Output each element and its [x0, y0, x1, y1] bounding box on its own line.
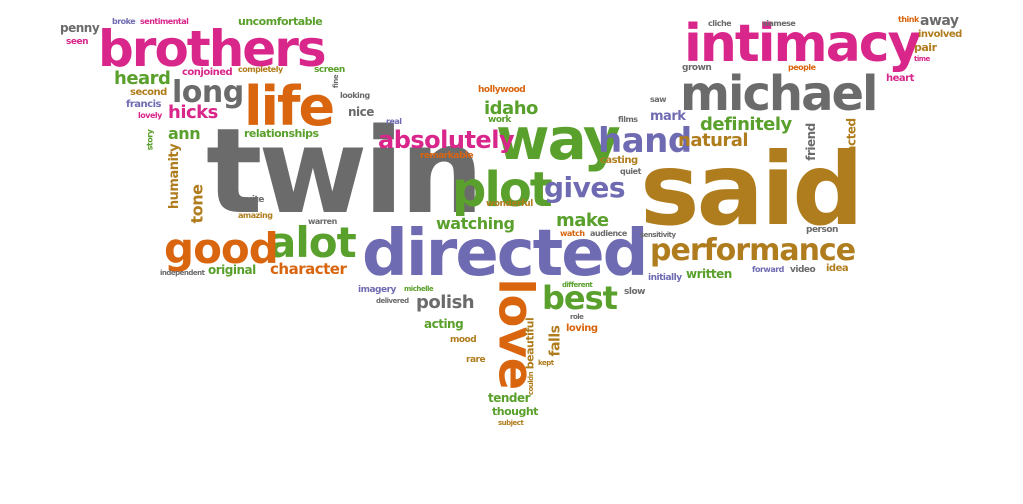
word-completely: completely — [238, 65, 283, 74]
word-tender: tender — [488, 391, 531, 405]
word-amazing: amazing — [238, 211, 273, 220]
word-relationships: relationships — [244, 127, 319, 140]
word-pair: pair — [914, 41, 937, 54]
word-looking: looking — [340, 91, 370, 100]
word-seen: seen — [66, 37, 88, 47]
word-work: work — [488, 115, 511, 125]
word-heart: heart — [886, 73, 914, 84]
word-acted: acted — [844, 118, 859, 154]
word-video: video — [790, 265, 816, 275]
word-best: best — [542, 279, 618, 317]
word-watch: watch — [560, 229, 585, 238]
word-twin: twin — [206, 102, 484, 240]
word-think: think — [898, 15, 919, 24]
word-long: long — [172, 75, 244, 110]
word-penny: penny — [60, 21, 100, 35]
word-natural: natural — [678, 130, 749, 151]
word-wonderful: wonderful — [486, 199, 533, 209]
word-tone: tone — [187, 184, 207, 224]
word-role: role — [570, 313, 584, 321]
word-michael: michael — [680, 66, 878, 122]
word-brothers: brothers — [98, 20, 327, 78]
word-different: different — [562, 281, 593, 289]
word-written: written — [686, 267, 732, 281]
word-independent: independent — [160, 269, 205, 277]
word-hollywood: hollywood — [478, 85, 526, 95]
word-away: away — [920, 13, 959, 29]
word-loving: loving — [566, 323, 598, 334]
word-mood: mood — [450, 335, 477, 345]
word-forward: forward — [752, 265, 784, 274]
word-humanity: humanity — [167, 143, 183, 210]
word-involved: involved — [918, 29, 962, 40]
word-remarkable: remarkable — [420, 151, 474, 161]
word-grown: grown — [682, 63, 712, 73]
word-story: story — [145, 129, 155, 151]
word-uncomfortable: uncomfortable — [238, 15, 323, 28]
word-make: make — [556, 210, 609, 231]
word-hand: hand — [598, 121, 692, 161]
word-intimacy: intimacy — [684, 14, 922, 74]
word-person: person — [806, 225, 838, 235]
word-friend: friend — [803, 123, 818, 161]
word-falls: falls — [547, 325, 564, 357]
word-audience: audience — [590, 229, 627, 238]
word-ann: ann — [168, 124, 201, 143]
word-couldn: couldn — [527, 371, 536, 396]
word-broke: broke — [112, 17, 136, 26]
word-conjoined: conjoined — [182, 67, 233, 78]
word-saw: saw — [650, 95, 667, 104]
word-subject: subject — [498, 419, 524, 427]
word-casting: casting — [600, 155, 638, 166]
word-second: second — [130, 87, 167, 98]
word-francis: francis — [126, 99, 161, 110]
word-people: people — [788, 63, 816, 72]
word-real: real — [386, 117, 402, 126]
word-character: character — [270, 260, 347, 278]
word-cliche: cliche — [708, 19, 732, 28]
word-way: way — [496, 105, 621, 173]
word-warren: warren — [308, 217, 337, 226]
word-nice: nice — [348, 105, 374, 119]
word-plot: plot — [452, 162, 553, 218]
word-performance: performance — [650, 233, 856, 268]
word-polish: polish — [416, 292, 475, 313]
word-idaho: idaho — [484, 98, 538, 119]
word-kept: kept — [538, 359, 554, 367]
word-imagery: imagery — [358, 285, 396, 295]
word-said: said — [640, 131, 864, 248]
word-sentimental: sentimental — [140, 17, 189, 26]
word-quiet: quiet — [620, 167, 641, 176]
word-acting: acting — [424, 317, 464, 331]
word-gives: gives — [544, 171, 626, 204]
word-slow: slow — [624, 287, 645, 297]
word-life: life — [244, 75, 335, 138]
word-screen: screen — [314, 65, 345, 75]
word-directed: directed — [362, 217, 648, 291]
word-heard: heard — [114, 68, 171, 89]
word-mark: mark — [650, 109, 686, 124]
word-time: time — [914, 55, 930, 63]
word-idea: idea — [826, 263, 849, 274]
word-initially: initially — [648, 273, 682, 283]
word-original: original — [208, 263, 256, 277]
word-beautiful: beautiful — [523, 317, 537, 370]
word-absolutely: absolutely — [378, 126, 515, 154]
word-watching: watching — [436, 214, 515, 233]
word-rare: rare — [466, 355, 486, 365]
word-delivered: delivered — [376, 297, 409, 305]
word-alot: alot — [268, 218, 357, 267]
word-hicks: hicks — [168, 102, 218, 123]
word-definitely: definitely — [700, 114, 792, 135]
word-good: good — [164, 224, 279, 273]
word-fine: fine — [332, 74, 341, 89]
word-lovely: lovely — [138, 111, 162, 120]
word-films: films — [618, 115, 638, 124]
word-siamese: siamese — [762, 19, 796, 28]
word-michelle: michelle — [404, 285, 434, 293]
word-quite: quite — [240, 195, 264, 205]
word-thought: thought — [492, 405, 538, 418]
word-sensitivity: sensitivity — [640, 231, 676, 239]
